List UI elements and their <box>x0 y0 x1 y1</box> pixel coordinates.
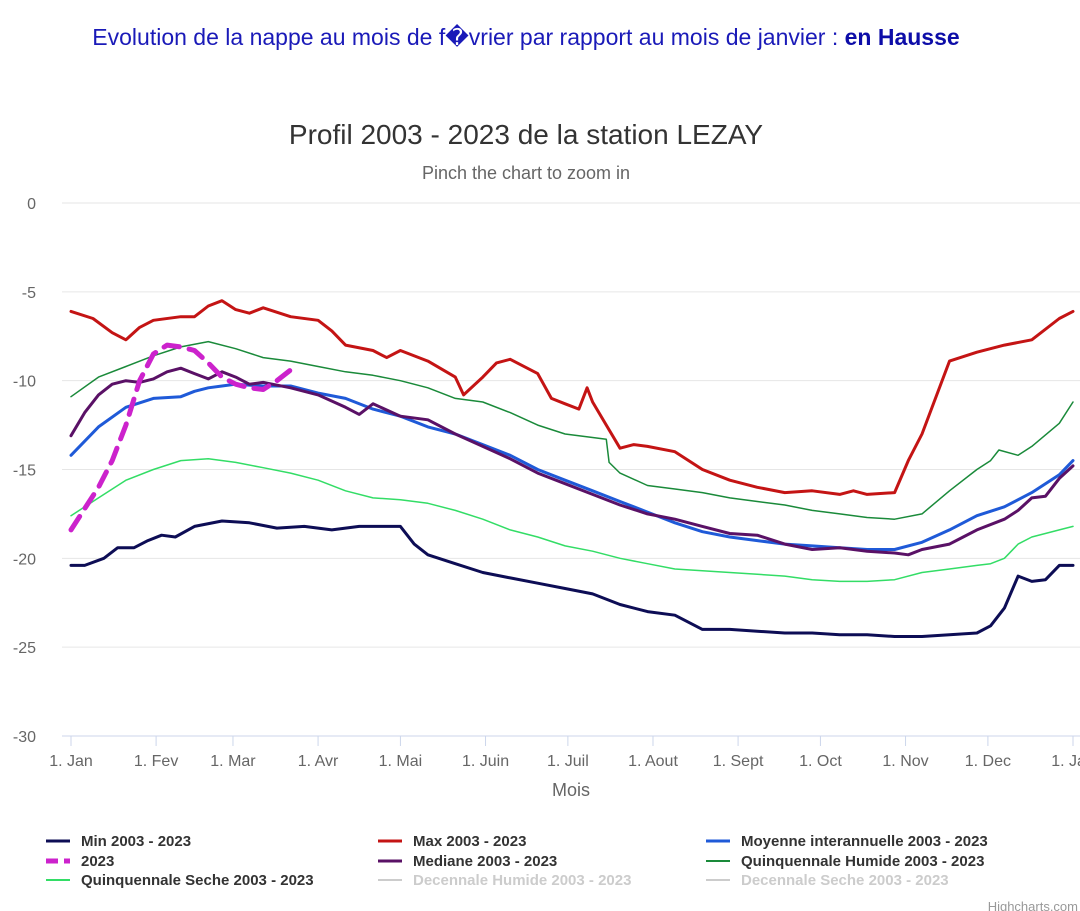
x-tick-label: 1. Mar <box>210 753 256 770</box>
legend-label: Quinquennale Seche 2003 - 2023 <box>81 872 314 889</box>
x-tick-label: 1. Dec <box>965 753 1011 770</box>
legend-label: Mediane 2003 - 2023 <box>413 853 557 870</box>
series-line <box>70 340 1074 520</box>
legend-label: Decennale Seche 2003 - 2023 <box>741 872 949 889</box>
x-tick-label: 1. Nov <box>882 753 928 770</box>
y-tick-label: -10 <box>13 374 36 391</box>
series-line <box>69 519 1075 638</box>
legend-item[interactable]: Quinquennale Seche 2003 - 2023 <box>46 872 314 889</box>
legend-label: Moyenne interannuelle 2003 - 2023 <box>741 833 988 850</box>
series-line <box>68 342 294 533</box>
x-axis: 1. Jan 1. Fev 1. Mar 1. Avr 1. Mai 1. Juin 1. … <box>49 735 1080 770</box>
series-line <box>69 382 1075 551</box>
series-lines <box>68 299 1075 638</box>
series-line <box>69 299 1075 496</box>
y-tick-label: -15 <box>13 463 36 480</box>
legend-label: Max 2003 - 2023 <box>413 833 526 850</box>
headline-text: Evolution de la nappe au mois de f�vrier… <box>92 24 845 50</box>
x-tick-label: 1. Aout <box>628 753 678 770</box>
legend-item[interactable]: Decennale Humide 2003 - 2023 <box>378 872 631 889</box>
y-tick-label: -5 <box>22 285 36 302</box>
series-line <box>69 366 1075 557</box>
legend-item[interactable]: Max 2003 - 2023 <box>378 833 526 850</box>
legend-item[interactable]: 2023 <box>46 853 114 870</box>
credits[interactable]: Highcharts.com <box>988 899 1078 911</box>
legend-item[interactable]: Decennale Seche 2003 - 2023 <box>706 872 949 889</box>
legend-item[interactable]: Min 2003 - 2023 <box>46 833 191 850</box>
y-axis-ticks: 0 -5 -10 -15 -20 -25 -30 <box>13 196 36 746</box>
x-tick-label: 1. Avr <box>298 753 339 770</box>
legend-item[interactable]: Mediane 2003 - 2023 <box>378 853 557 870</box>
legend[interactable]: Min 2003 - 2023 Max 2003 - 2023 Moyenne in… <box>46 833 988 889</box>
legend-item[interactable]: Moyenne interannuelle 2003 - 2023 <box>706 833 988 850</box>
x-tick-label: 1. Mai <box>379 753 423 770</box>
headline-trend: en Hausse <box>844 24 960 50</box>
legend-label: 2023 <box>81 853 114 870</box>
grid-lines <box>62 202 1080 737</box>
x-tick-label: 1. Jan <box>49 753 93 770</box>
x-tick-label: 1. Sept <box>713 753 764 770</box>
chart-subtitle: Pinch the chart to zoom in <box>422 163 630 183</box>
legend-label: Decennale Humide 2003 - 2023 <box>413 872 631 889</box>
x-tick-label: 1. Oct <box>799 753 842 770</box>
headline-banner: Evolution de la nappe au mois de f�vrier… <box>0 24 1052 51</box>
x-axis-title: Mois <box>552 780 590 800</box>
x-tick-label: 1. Jan <box>1051 753 1080 770</box>
legend-label: Min 2003 - 2023 <box>81 833 191 850</box>
x-tick-label: 1. Fev <box>134 753 178 770</box>
chart-title: Profil 2003 - 2023 de la station LEZAY <box>289 119 764 150</box>
legend-item[interactable]: Quinquennale Humide 2003 - 2023 <box>706 853 984 870</box>
y-tick-label: -30 <box>13 729 36 746</box>
y-tick-label: -20 <box>13 551 36 568</box>
series-line <box>70 458 1074 583</box>
x-tick-label: 1. Juin <box>462 753 509 770</box>
y-tick-label: 0 <box>27 196 36 213</box>
y-tick-label: -25 <box>13 640 36 657</box>
legend-label: Quinquennale Humide 2003 - 2023 <box>741 853 984 870</box>
x-tick-label: 1. Juil <box>547 753 589 770</box>
